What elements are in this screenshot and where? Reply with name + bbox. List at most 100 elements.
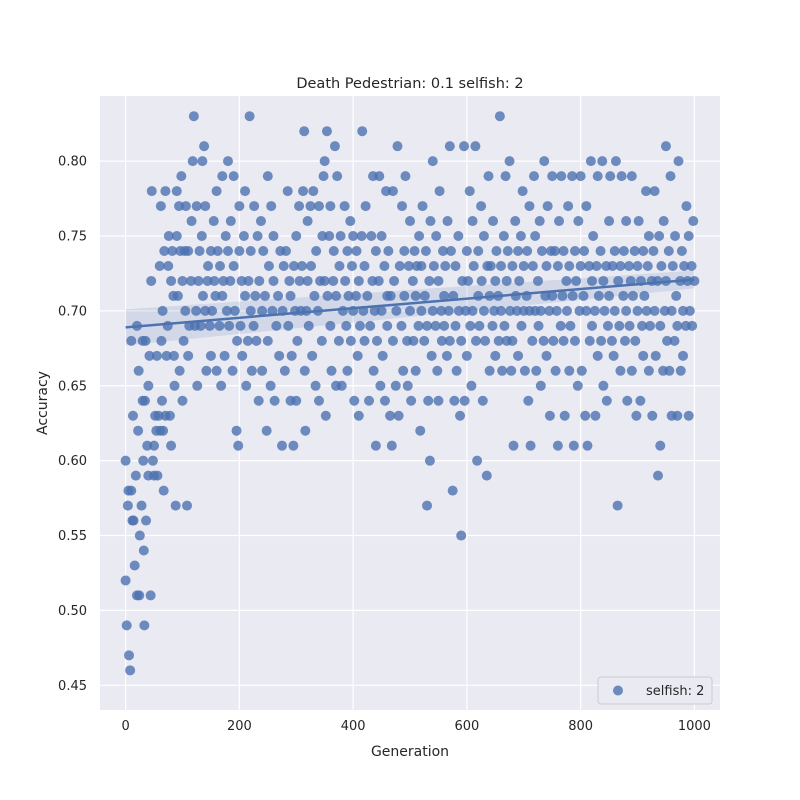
data-point: [587, 320, 598, 331]
data-point: [635, 395, 646, 406]
data-point: [192, 380, 203, 391]
data-point: [527, 335, 538, 346]
data-point: [158, 485, 169, 496]
data-point: [675, 365, 686, 376]
data-point: [248, 320, 259, 331]
data-point: [552, 260, 563, 271]
data-point: [171, 186, 182, 197]
data-point: [324, 231, 335, 242]
data-point: [565, 320, 576, 331]
data-point: [311, 245, 322, 256]
data-point: [558, 245, 569, 256]
data-point: [291, 231, 302, 242]
data-point: [610, 156, 621, 167]
data-point: [328, 275, 339, 286]
data-point: [267, 305, 278, 316]
data-point: [348, 231, 359, 242]
data-point: [306, 260, 317, 271]
data-point: [612, 500, 623, 511]
data-point: [428, 260, 439, 271]
data-point: [357, 126, 368, 137]
data-point: [559, 410, 570, 421]
data-point: [581, 201, 592, 212]
data-point: [285, 290, 296, 301]
data-point: [403, 260, 414, 271]
data-point: [188, 111, 199, 122]
data-point: [508, 440, 519, 451]
data-point: [535, 305, 546, 316]
data-point: [513, 245, 524, 256]
data-point: [340, 275, 351, 286]
data-point: [177, 275, 188, 286]
data-point: [193, 275, 204, 286]
data-point: [631, 410, 642, 421]
data-point: [156, 335, 167, 346]
data-point: [470, 335, 481, 346]
data-point: [303, 320, 314, 331]
data-point: [326, 365, 337, 376]
data-point: [334, 260, 345, 271]
data-point: [490, 275, 501, 286]
data-point: [541, 350, 552, 361]
data-point: [241, 380, 252, 391]
data-point: [451, 365, 462, 376]
data-point: [427, 156, 438, 167]
data-point: [410, 290, 421, 301]
data-point: [337, 305, 348, 316]
data-point: [319, 275, 330, 286]
data-point: [342, 365, 353, 376]
data-point: [392, 141, 403, 152]
data-point: [320, 410, 331, 421]
data-point: [268, 231, 279, 242]
data-point: [684, 305, 695, 316]
data-point: [592, 350, 603, 361]
data-point: [461, 245, 472, 256]
data-point: [455, 410, 466, 421]
data-point: [225, 275, 236, 286]
data-point: [138, 455, 149, 466]
data-point: [494, 111, 505, 122]
regression-line: [125, 278, 695, 329]
data-point: [496, 305, 507, 316]
data-point: [643, 365, 654, 376]
data-point: [294, 275, 305, 286]
data-point: [160, 186, 171, 197]
data-point: [599, 305, 610, 316]
data-point: [580, 410, 591, 421]
data-point: [653, 470, 663, 481]
data-point: [262, 335, 273, 346]
data-point: [255, 216, 266, 227]
data-point: [379, 395, 390, 406]
data-point: [120, 575, 131, 586]
data-point: [626, 171, 637, 182]
data-point: [366, 231, 377, 242]
data-point: [352, 350, 363, 361]
data-point: [389, 275, 400, 286]
data-point: [578, 290, 589, 301]
data-point: [623, 260, 634, 271]
data-point: [687, 320, 698, 331]
data-points: [120, 111, 700, 676]
data-point: [555, 320, 566, 331]
x-axis-label: Generation: [371, 744, 449, 760]
data-point: [530, 231, 541, 242]
data-point: [225, 216, 236, 227]
legend-box: [597, 676, 713, 705]
data-point: [473, 290, 484, 301]
data-point: [571, 275, 582, 286]
data-point: [476, 201, 487, 212]
data-point: [390, 380, 401, 391]
data-point: [584, 335, 595, 346]
data-point: [561, 275, 572, 286]
y-tick-label: 0.60: [58, 454, 87, 469]
data-point: [589, 305, 600, 316]
data-point: [444, 141, 455, 152]
data-point: [405, 216, 415, 227]
data-point: [141, 515, 152, 526]
data-point: [271, 320, 282, 331]
data-point: [493, 335, 504, 346]
x-tick-label: 800: [568, 719, 593, 734]
data-point: [422, 320, 433, 331]
data-point: [342, 245, 353, 256]
data-point: [485, 260, 496, 271]
